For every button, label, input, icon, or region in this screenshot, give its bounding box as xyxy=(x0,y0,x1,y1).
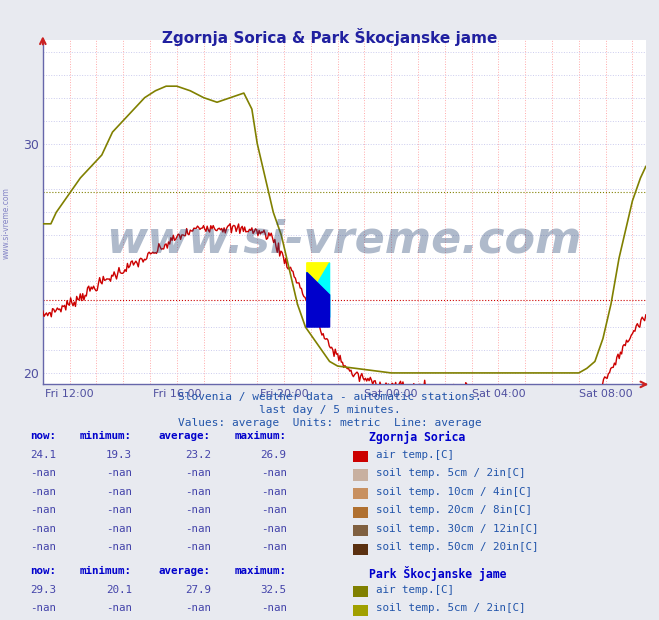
Text: soil temp. 20cm / 8in[C]: soil temp. 20cm / 8in[C] xyxy=(376,505,532,515)
Text: -nan: -nan xyxy=(185,603,211,613)
Text: -nan: -nan xyxy=(185,542,211,552)
Text: soil temp. 10cm / 4in[C]: soil temp. 10cm / 4in[C] xyxy=(376,487,532,497)
Polygon shape xyxy=(307,272,330,327)
Text: www.si-vreme.com: www.si-vreme.com xyxy=(107,218,582,262)
Text: Values: average  Units: metric  Line: average: Values: average Units: metric Line: aver… xyxy=(178,418,481,428)
Text: -nan: -nan xyxy=(106,505,132,515)
Text: -nan: -nan xyxy=(261,603,287,613)
Text: Slovenia / weather data - automatic stations.: Slovenia / weather data - automatic stat… xyxy=(178,392,481,402)
Text: -nan: -nan xyxy=(261,505,287,515)
Text: -nan: -nan xyxy=(261,542,287,552)
Text: -nan: -nan xyxy=(261,524,287,534)
Text: -nan: -nan xyxy=(106,468,132,478)
Text: soil temp. 5cm / 2in[C]: soil temp. 5cm / 2in[C] xyxy=(376,603,525,613)
Text: -nan: -nan xyxy=(185,524,211,534)
Text: average:: average: xyxy=(159,566,211,576)
Text: -nan: -nan xyxy=(106,542,132,552)
Text: -nan: -nan xyxy=(261,487,287,497)
Text: 19.3: 19.3 xyxy=(106,450,132,459)
Text: -nan: -nan xyxy=(30,524,56,534)
Text: soil temp. 50cm / 20in[C]: soil temp. 50cm / 20in[C] xyxy=(376,542,538,552)
Text: 20.1: 20.1 xyxy=(106,585,132,595)
Text: maximum:: maximum: xyxy=(235,566,287,576)
Text: minimum:: minimum: xyxy=(80,431,132,441)
Text: average:: average: xyxy=(159,431,211,441)
Text: soil temp. 30cm / 12in[C]: soil temp. 30cm / 12in[C] xyxy=(376,524,538,534)
Text: now:: now: xyxy=(30,566,56,576)
Text: 23.2: 23.2 xyxy=(185,450,211,459)
Text: Zgornja Sorica: Zgornja Sorica xyxy=(369,431,465,444)
Text: -nan: -nan xyxy=(30,603,56,613)
Text: now:: now: xyxy=(30,431,56,441)
Text: minimum:: minimum: xyxy=(80,566,132,576)
Polygon shape xyxy=(307,272,330,317)
Text: -nan: -nan xyxy=(30,505,56,515)
Text: 24.1: 24.1 xyxy=(30,450,56,459)
Text: -nan: -nan xyxy=(106,487,132,497)
Text: soil temp. 5cm / 2in[C]: soil temp. 5cm / 2in[C] xyxy=(376,468,525,478)
Text: maximum:: maximum: xyxy=(235,431,287,441)
Polygon shape xyxy=(307,263,330,317)
Polygon shape xyxy=(307,263,330,301)
Text: 29.3: 29.3 xyxy=(30,585,56,595)
Text: -nan: -nan xyxy=(30,468,56,478)
Text: -nan: -nan xyxy=(106,603,132,613)
Text: -nan: -nan xyxy=(185,487,211,497)
Text: -nan: -nan xyxy=(185,468,211,478)
Text: Park Škocjanske jame: Park Škocjanske jame xyxy=(369,566,507,581)
Text: Zgornja Sorica & Park Škocjanske jame: Zgornja Sorica & Park Škocjanske jame xyxy=(162,28,497,46)
Text: last day / 5 minutes.: last day / 5 minutes. xyxy=(258,405,401,415)
Text: 26.9: 26.9 xyxy=(261,450,287,459)
Text: -nan: -nan xyxy=(261,468,287,478)
Text: air temp.[C]: air temp.[C] xyxy=(376,450,453,459)
Text: 32.5: 32.5 xyxy=(261,585,287,595)
Text: air temp.[C]: air temp.[C] xyxy=(376,585,453,595)
Text: -nan: -nan xyxy=(30,542,56,552)
Text: 27.9: 27.9 xyxy=(185,585,211,595)
Text: -nan: -nan xyxy=(106,524,132,534)
Text: -nan: -nan xyxy=(30,487,56,497)
Text: -nan: -nan xyxy=(185,505,211,515)
Text: www.si-vreme.com: www.si-vreme.com xyxy=(2,187,11,259)
